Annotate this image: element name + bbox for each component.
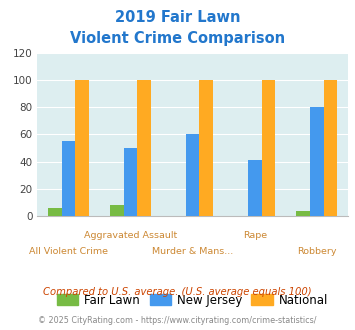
Bar <box>61 141 75 216</box>
Text: Aggravated Assault: Aggravated Assault <box>84 231 177 241</box>
Bar <box>262 80 275 216</box>
Bar <box>124 148 137 216</box>
Text: Violent Crime Comparison: Violent Crime Comparison <box>70 31 285 46</box>
Bar <box>296 211 310 216</box>
Text: Compared to U.S. average. (U.S. average equals 100): Compared to U.S. average. (U.S. average … <box>43 287 312 297</box>
Bar <box>248 160 262 216</box>
Bar <box>324 80 337 216</box>
Text: Rape: Rape <box>243 231 267 241</box>
Text: 2019 Fair Lawn: 2019 Fair Lawn <box>115 10 240 25</box>
Text: Murder & Mans...: Murder & Mans... <box>152 247 233 256</box>
Text: © 2025 CityRating.com - https://www.cityrating.com/crime-statistics/: © 2025 CityRating.com - https://www.city… <box>38 316 317 325</box>
Bar <box>48 208 61 216</box>
Bar <box>200 80 213 216</box>
Bar <box>186 135 200 216</box>
Bar <box>110 205 124 216</box>
Text: All Violent Crime: All Violent Crime <box>29 247 108 256</box>
Bar <box>137 80 151 216</box>
Bar <box>75 80 89 216</box>
Text: Robbery: Robbery <box>297 247 337 256</box>
Legend: Fair Lawn, New Jersey, National: Fair Lawn, New Jersey, National <box>53 289 333 312</box>
Bar <box>310 107 324 216</box>
